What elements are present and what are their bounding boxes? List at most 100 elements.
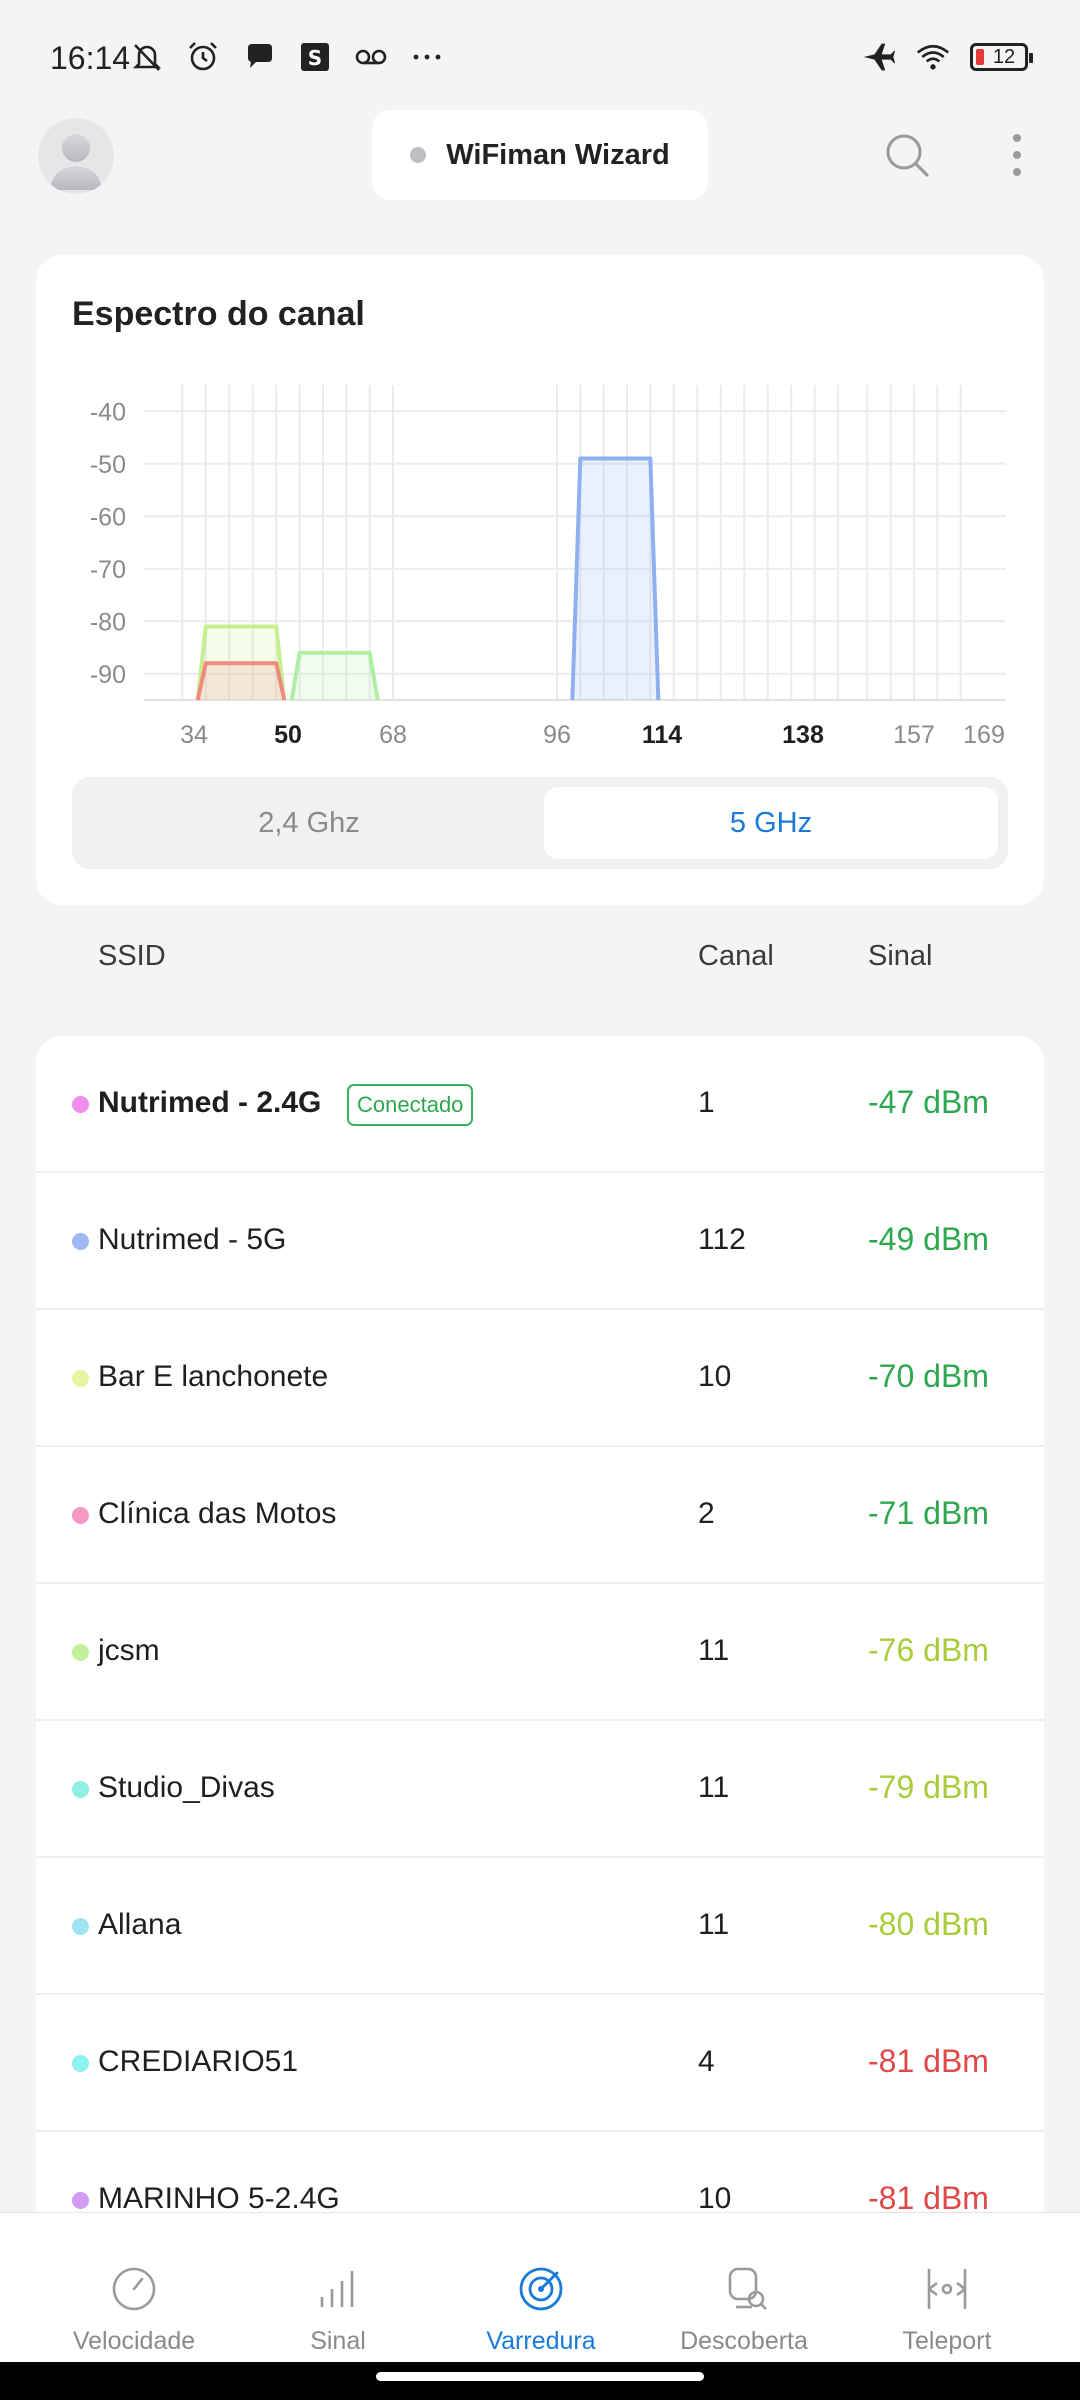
y-tick-label: -80	[90, 608, 126, 636]
chat-icon	[242, 40, 276, 74]
channel-area	[291, 652, 378, 700]
x-tick-label: 114	[642, 721, 682, 749]
network-channel: 1	[698, 1086, 715, 1119]
home-indicator[interactable]	[376, 2372, 704, 2381]
channel-area	[572, 458, 659, 700]
network-channel: 11	[698, 1908, 730, 1941]
network-color-dot	[72, 2192, 89, 2209]
nav-varredura[interactable]: Varredura	[433, 2213, 649, 2363]
network-channel: 11	[698, 1634, 730, 1667]
network-signal: -70 dBm	[868, 1358, 989, 1394]
gesture-bar	[0, 2362, 1080, 2400]
network-row[interactable]: Bar E lanchonete 10 -70 dBm	[36, 1310, 1044, 1447]
dot	[1013, 134, 1021, 142]
network-signal: -76 dBm	[868, 1632, 989, 1668]
network-row[interactable]: jcsm 11 -76 dBm	[36, 1584, 1044, 1721]
radar-icon	[519, 2267, 563, 2311]
network-ssid: Allana	[98, 1908, 182, 1941]
more-options-button[interactable]	[1000, 130, 1034, 180]
network-color-dot	[72, 1096, 89, 1113]
band-24ghz-button[interactable]: 2,4 Ghz	[258, 806, 360, 839]
x-tick-label: 68	[379, 721, 407, 749]
band-5ghz-button[interactable]: 5 GHz	[544, 787, 998, 859]
column-canal[interactable]: Canal	[698, 940, 774, 972]
network-row[interactable]: Nutrimed - 2.4G Conectado 1 -47 dBm	[36, 1036, 1044, 1173]
x-tick-label: 138	[782, 721, 824, 749]
network-row[interactable]: CREDIARIO51 4 -81 dBm	[36, 1995, 1044, 2132]
x-tick-label: 96	[543, 721, 571, 749]
network-color-dot	[72, 1507, 89, 1524]
status-icons-left: S	[130, 40, 444, 74]
channel-area	[197, 663, 285, 700]
discovery-icon	[728, 2267, 767, 2310]
network-ssid: Nutrimed - 5G	[98, 1223, 287, 1256]
spectrum-chart: -40 -50 -60 -70 -80 -90 34 50 68 96 114 138 157 169	[90, 385, 1006, 749]
network-signal: -71 dBm	[868, 1495, 989, 1531]
y-tick-label: -50	[90, 451, 126, 479]
network-row[interactable]: Allana 11 -80 dBm	[36, 1858, 1044, 1995]
voicemail-icon	[354, 40, 388, 74]
nav-velocidade[interactable]: Velocidade	[26, 2213, 242, 2363]
status-time: 16:14	[50, 40, 131, 76]
network-channel: 10	[698, 2182, 732, 2215]
teleport-icon	[927, 2269, 967, 2309]
app-title: WiFiman Wizard	[446, 138, 670, 171]
network-list: Nutrimed - 2.4G Conectado 1 -47 dBm Nutrimed…	[36, 1036, 1044, 2216]
y-tick-label: -40	[90, 398, 126, 426]
network-signal: -81 dBm	[868, 2043, 989, 2079]
network-ssid: Clínica das Motos	[98, 1497, 337, 1530]
spectrum-card: Espectro do canal -40 -50 -60 -70 -80 -90 34 50…	[36, 255, 1044, 905]
status-icons-right: 12	[862, 40, 1033, 74]
nav-label: Teleport	[902, 2327, 992, 2355]
network-channel: 11	[698, 1771, 730, 1804]
x-tick-label: 50	[274, 721, 302, 749]
x-tick-label: 34	[180, 721, 208, 749]
more-dots-icon	[410, 40, 444, 74]
channel-outline	[195, 661, 287, 701]
airplane-icon	[862, 40, 896, 74]
signal-bars-icon	[320, 2271, 354, 2307]
search-icon	[886, 134, 929, 177]
network-signal: -79 dBm	[868, 1769, 989, 1805]
network-color-dot	[72, 1918, 89, 1935]
nav-label: Varredura	[486, 2327, 596, 2355]
connected-badge: Conectado	[347, 1084, 474, 1126]
search-button[interactable]	[882, 130, 932, 180]
network-row[interactable]: MARINHO 5-2.4G 10 -81 dBm	[36, 2132, 1044, 2216]
nav-sinal[interactable]: Sinal	[230, 2213, 446, 2363]
svg-text:S: S	[308, 46, 322, 70]
network-signal: -47 dBm	[868, 1084, 989, 1120]
wizard-title-pill[interactable]: WiFiman Wizard	[372, 110, 708, 200]
network-color-dot	[72, 1233, 89, 1250]
user-avatar-icon	[50, 134, 102, 190]
network-ssid: Nutrimed - 2.4G	[98, 1086, 322, 1119]
network-ssid: Studio_Divas	[98, 1771, 275, 1804]
network-color-dot	[72, 1370, 89, 1387]
network-row[interactable]: Studio_Divas 11 -79 dBm	[36, 1721, 1044, 1858]
alarm-icon	[186, 40, 220, 74]
y-tick-label: -70	[90, 556, 126, 584]
nav-teleport[interactable]: Teleport	[839, 2213, 1055, 2363]
network-row[interactable]: Nutrimed - 5G 112 -49 dBm	[36, 1173, 1044, 1310]
x-tick-label: 169	[963, 721, 1005, 749]
column-ssid[interactable]: SSID	[98, 940, 166, 972]
network-color-dot	[72, 1644, 89, 1661]
network-ssid: MARINHO 5-2.4G	[98, 2182, 340, 2215]
bottom-nav: Velocidade Sinal Varredura Descoberta Te…	[0, 2212, 1080, 2362]
band-toggle: 2,4 Ghz 5 GHz	[72, 777, 1008, 869]
avatar[interactable]	[38, 118, 114, 194]
y-tick-label: -90	[90, 661, 126, 689]
y-tick-label: -60	[90, 503, 126, 531]
nav-descoberta[interactable]: Descoberta	[636, 2213, 852, 2363]
x-tick-label: 157	[893, 721, 935, 749]
battery-level: 12	[992, 45, 1016, 68]
nav-label: Sinal	[310, 2327, 366, 2355]
spectrum-title: Espectro do canal	[72, 295, 365, 333]
network-channel: 2	[698, 1497, 715, 1530]
network-signal: -49 dBm	[868, 1221, 989, 1257]
nav-label: Descoberta	[680, 2327, 808, 2355]
column-sinal[interactable]: Sinal	[868, 940, 933, 972]
network-row[interactable]: Clínica das Motos 2 -71 dBm	[36, 1447, 1044, 1584]
network-channel: 10	[698, 1360, 732, 1393]
network-channel: 4	[698, 2045, 715, 2078]
